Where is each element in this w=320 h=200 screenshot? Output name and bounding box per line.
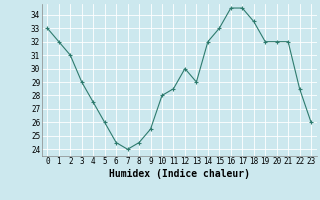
X-axis label: Humidex (Indice chaleur): Humidex (Indice chaleur): [109, 169, 250, 179]
